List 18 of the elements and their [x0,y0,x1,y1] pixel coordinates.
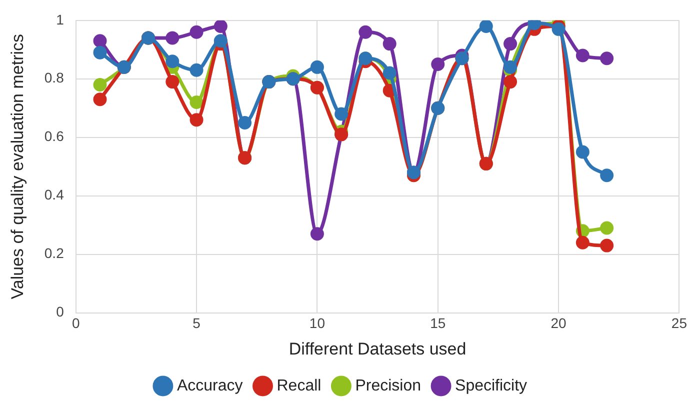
x-tick-label: 25 [671,315,688,332]
y-tick-label: 0.4 [44,186,64,203]
legend-label: Precision [355,377,422,394]
y-axis-title: Values of quality evaluation metrics [8,34,27,300]
x-tick-label: 20 [550,315,567,332]
legend-label: Recall [276,377,322,394]
y-tick-label: 0.2 [44,245,64,262]
x-tick-label: 0 [72,315,80,332]
y-tick-label: 1 [56,11,64,28]
x-tick-label: 15 [430,315,446,332]
y-tick-label: 0 [56,304,64,320]
y-tick-label: 0.8 [44,70,64,86]
x-tick-label: 10 [309,315,326,332]
x-axis-title: Different Datasets used [288,339,466,358]
x-tick-label: 5 [192,315,201,332]
y-tick-label: 0.6 [44,128,64,144]
legend-label: Accuracy [176,377,243,394]
legend-label: Specificity [455,377,528,394]
